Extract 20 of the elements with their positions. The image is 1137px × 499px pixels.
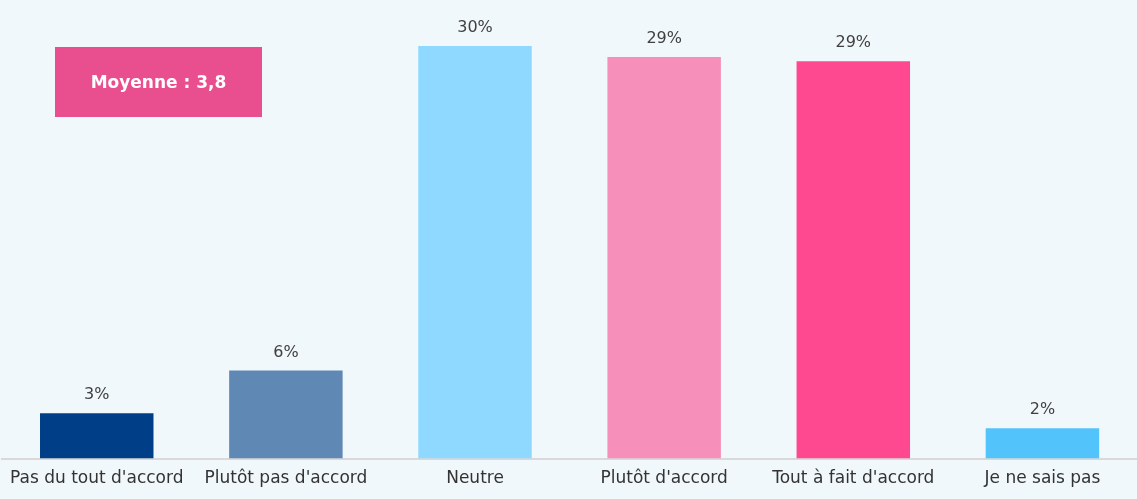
bar bbox=[418, 46, 532, 459]
bar bbox=[796, 61, 911, 459]
bar bbox=[40, 413, 154, 459]
bar bbox=[229, 370, 343, 459]
bar bbox=[985, 428, 1100, 459]
data-label: 29% bbox=[835, 32, 872, 52]
x-tick-label: Je ne sais pas bbox=[983, 467, 1101, 488]
x-tick-label: Plutôt pas d'accord bbox=[204, 467, 368, 488]
bar bbox=[607, 57, 721, 459]
data-label: 30% bbox=[457, 17, 493, 37]
x-tick-label: Neutre bbox=[446, 467, 504, 488]
x-tick-label: Pas du tout d'accord bbox=[9, 467, 184, 488]
note-box: Moyenne : 3,8 bbox=[55, 47, 262, 117]
data-label: 6% bbox=[273, 341, 299, 361]
data-label: 2% bbox=[1029, 399, 1056, 419]
x-tick-label: Tout à fait d'accord bbox=[771, 467, 935, 488]
data-label: 3% bbox=[84, 384, 110, 404]
data-label: 29% bbox=[646, 28, 682, 48]
annotation: Moyenne : 3,8 bbox=[90, 72, 227, 92]
x-tick-label: Plutôt d'accord bbox=[600, 467, 728, 488]
